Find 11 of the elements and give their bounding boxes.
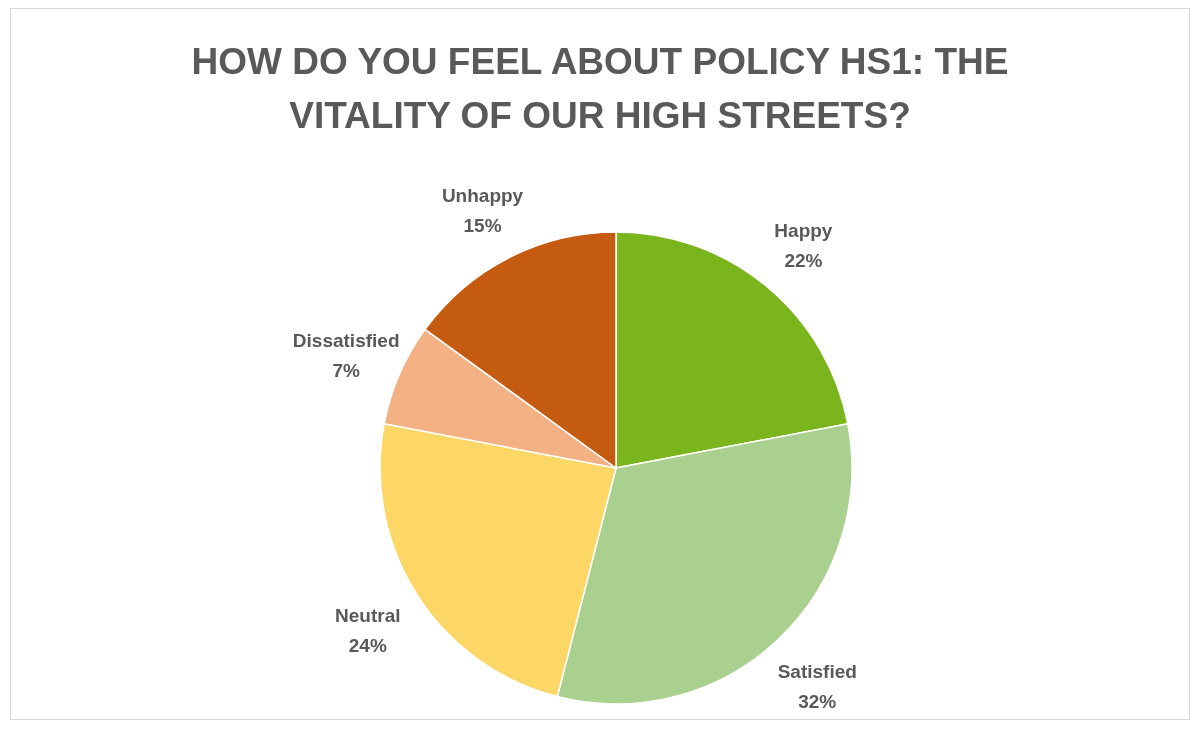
chart-title: HOW DO YOU FEEL ABOUT POLICY HS1: THE VITALITY OF OUR HIGH STREETS? (190, 40, 1010, 138)
data-label: 15% (463, 215, 502, 237)
data-label: 24% (348, 634, 387, 656)
data-label: 32% (798, 691, 837, 713)
slice-label: Satisfied (777, 661, 857, 683)
slice-label: Dissatisfied (292, 330, 400, 352)
slice-label: Neutral (335, 604, 401, 626)
data-label: 7% (332, 360, 361, 382)
slice-label: Happy (774, 220, 833, 242)
data-label: 22% (784, 250, 823, 272)
slice-label: Unhappy (441, 185, 524, 207)
